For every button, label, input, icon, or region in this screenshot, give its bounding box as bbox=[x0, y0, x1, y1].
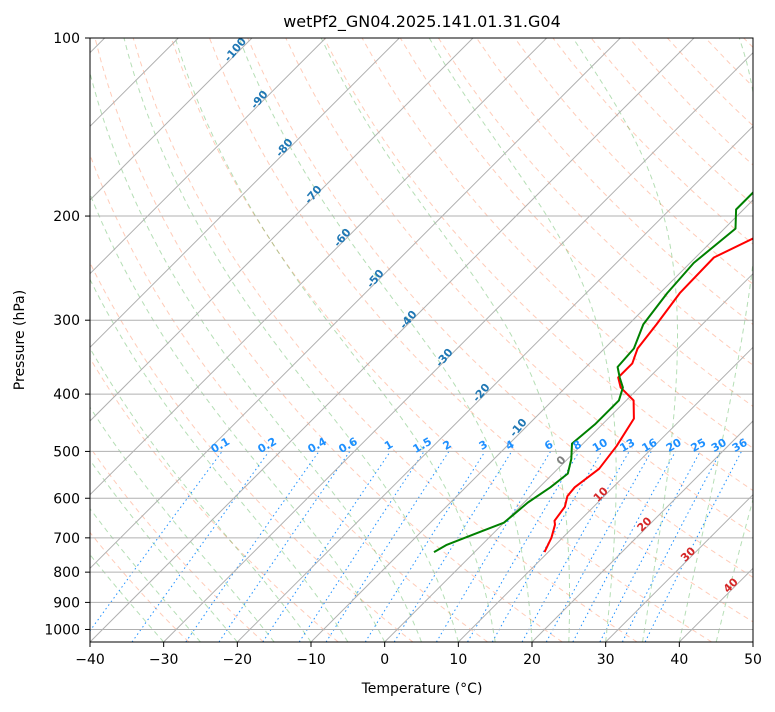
y-tick-label: 200 bbox=[53, 209, 80, 225]
y-tick-label: 700 bbox=[53, 531, 80, 547]
x-tick-label: −20 bbox=[223, 652, 253, 668]
x-tick-label: −40 bbox=[75, 652, 105, 668]
x-tick-label: −10 bbox=[296, 652, 326, 668]
x-tick-label: 40 bbox=[670, 652, 688, 668]
x-tick-label: 30 bbox=[597, 652, 615, 668]
x-tick-label: 50 bbox=[744, 652, 762, 668]
y-tick-label: 900 bbox=[53, 595, 80, 611]
y-tick-label: 400 bbox=[53, 387, 80, 403]
y-tick-label: 500 bbox=[53, 444, 80, 460]
x-tick-label: 10 bbox=[449, 652, 467, 668]
y-tick-label: 100 bbox=[53, 31, 80, 47]
x-tick-label: −30 bbox=[149, 652, 179, 668]
y-tick-label: 800 bbox=[53, 565, 80, 581]
y-tick-label: 300 bbox=[53, 313, 80, 329]
y-tick-label: 1000 bbox=[44, 622, 80, 638]
x-tick-label: 0 bbox=[380, 652, 389, 668]
chart-title: wetPf2_GN04.2025.141.01.31.G04 bbox=[283, 12, 561, 32]
x-axis-label: Temperature (°C) bbox=[361, 681, 483, 697]
y-tick-label: 600 bbox=[53, 491, 80, 507]
y-axis-label: Pressure (hPa) bbox=[12, 290, 28, 390]
x-tick-label: 20 bbox=[523, 652, 541, 668]
